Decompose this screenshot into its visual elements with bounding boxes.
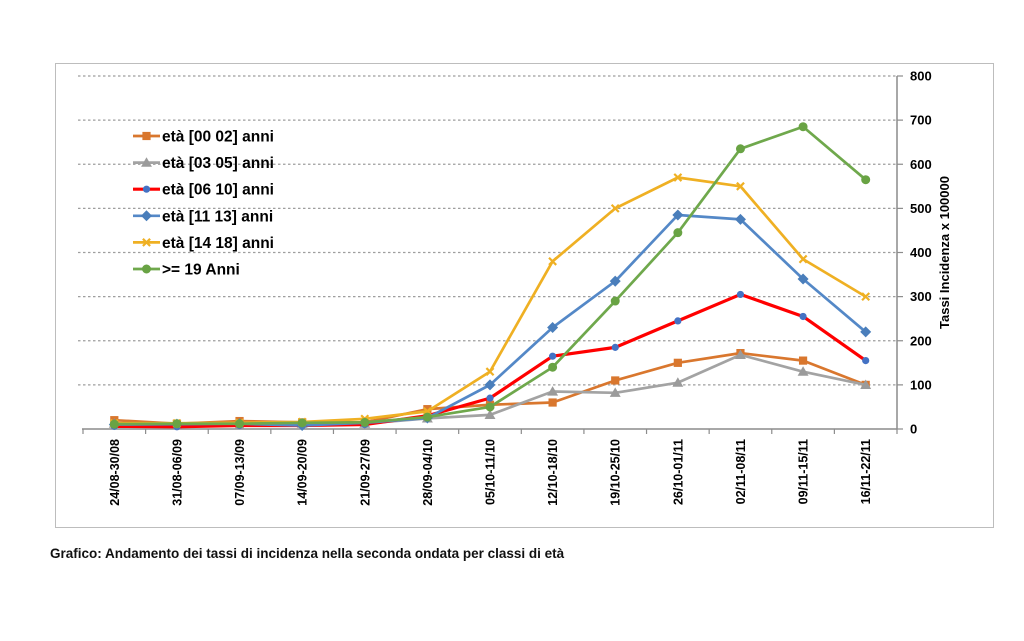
data-point [672, 209, 684, 221]
data-point [172, 419, 182, 429]
y-tick-label: 600 [910, 157, 932, 172]
legend-marker-circle-icon [142, 264, 151, 274]
legend-item-5: >= 19 Anni [133, 262, 240, 279]
x-tick-label: 19/10-25/10 [609, 439, 623, 506]
series-5 [109, 122, 871, 429]
x-tick-label: 16/11-22/11 [859, 439, 873, 504]
data-point [797, 273, 809, 285]
data-point [486, 394, 494, 402]
y-tick-label: 400 [910, 245, 932, 260]
incidence-line-chart: 24/08-30/08 31/08-06/09 07/09-13/09 14/09-2… [78, 69, 952, 506]
legend-marker-x-icon [142, 238, 151, 247]
data-point [109, 419, 119, 429]
chart-figure: 24/08-30/08 31/08-06/09 07/09-13/09 14/09-2… [55, 63, 994, 528]
y-tick-label: 700 [910, 113, 932, 128]
data-point [485, 402, 495, 412]
data-point [672, 377, 684, 387]
data-point [548, 398, 557, 407]
y-axis-title: Tassi Incidenza x 100000 [937, 176, 952, 329]
x-tick-label: 14/09-20/09 [296, 439, 310, 506]
legend-label: età [00 02] anni [162, 129, 274, 146]
legend-marker-diamond-icon [140, 210, 153, 222]
data-point [360, 417, 370, 427]
chart-legend: età [00 02] anni età [03 05] anni età [06 … [133, 129, 274, 279]
x-tick-label: 26/10-01/11 [671, 439, 685, 505]
data-point [860, 379, 872, 389]
y-tick-label: 300 [910, 289, 932, 304]
data-point [798, 122, 808, 132]
x-tick-label: 12/10-18/10 [546, 439, 560, 506]
data-point [611, 343, 619, 351]
y-tick-label: 500 [910, 201, 932, 216]
legend-label: età [06 10] anni [162, 182, 274, 199]
data-point [548, 362, 558, 372]
legend-item-2: età [06 10] anni [133, 182, 274, 199]
legend-label: >= 19 Anni [162, 262, 240, 279]
legend-item-3: età [11 13] anni [133, 208, 273, 225]
data-point [797, 366, 809, 376]
legend-marker-triangle-icon [141, 157, 152, 167]
y-tick-label: 0 [910, 422, 917, 437]
data-point [798, 356, 808, 365]
legend-item-1: età [03 05] anni [133, 155, 274, 172]
data-point [799, 312, 807, 321]
data-point [610, 296, 620, 306]
data-point [862, 357, 870, 365]
data-point [734, 349, 746, 359]
data-point [485, 367, 495, 377]
legend-label: età [14 18] anni [162, 235, 274, 252]
x-tick-label: 24/08-30/08 [108, 439, 122, 506]
x-tick-label: 07/09-13/09 [233, 439, 247, 506]
data-point [547, 386, 559, 396]
legend-marker-square-icon [142, 131, 151, 141]
x-tick-label: 28/09-04/10 [421, 439, 435, 506]
chart-caption: Grafico: Andamento dei tassi di incidenz… [50, 546, 565, 561]
y-tick-label: 100 [910, 377, 932, 392]
data-point [673, 228, 683, 238]
legend-label: età [11 13] anni [162, 208, 273, 225]
data-point [235, 419, 245, 429]
y-tick-label: 800 [910, 69, 932, 84]
data-point [673, 173, 683, 182]
data-point [860, 326, 872, 338]
legend-item-0: età [00 02] anni [133, 129, 274, 146]
data-point [609, 387, 621, 397]
data-point [861, 292, 871, 302]
legend-item-4: età [14 18] anni [133, 235, 274, 252]
legend-marker-circle-small-icon [142, 185, 151, 193]
data-point [673, 358, 682, 367]
data-point [736, 290, 745, 299]
data-point [484, 379, 496, 391]
y-tick-label: 200 [910, 333, 932, 348]
data-point [297, 418, 307, 428]
x-tick-label: 02/11-08/11 [734, 439, 748, 504]
data-point [609, 275, 621, 287]
data-point [734, 213, 746, 225]
x-tick-label: 05/10-11/10 [484, 439, 498, 505]
x-tick-label: 21/09-27/09 [358, 439, 372, 506]
data-point [736, 181, 745, 191]
data-point [549, 352, 557, 360]
data-point [548, 256, 557, 266]
data-point [674, 317, 682, 325]
data-point [610, 203, 620, 213]
data-point [484, 409, 496, 419]
data-point [422, 412, 432, 422]
data-point [798, 254, 808, 264]
x-tick-label: 09/11-15/11 [797, 439, 811, 504]
data-point [547, 322, 559, 334]
data-point [735, 144, 745, 154]
data-point [611, 376, 620, 385]
data-point [861, 175, 871, 185]
x-tick-label: 31/08-06/09 [170, 439, 184, 506]
legend-label: età [03 05] anni [162, 155, 274, 172]
